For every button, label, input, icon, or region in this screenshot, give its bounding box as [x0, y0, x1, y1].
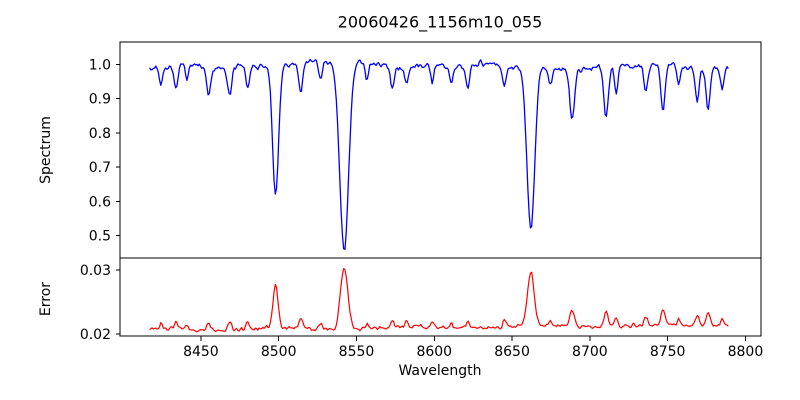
error-y-ticks: 0.03 0.02	[80, 263, 120, 343]
svg-text:8500: 8500	[261, 344, 297, 360]
svg-text:1.0: 1.0	[89, 57, 111, 73]
svg-text:0.7: 0.7	[89, 160, 111, 176]
svg-text:8650: 8650	[494, 344, 530, 360]
svg-text:8700: 8700	[572, 344, 608, 360]
spectrum-panel	[119, 41, 762, 259]
error-panel	[119, 257, 762, 337]
svg-text:0.03: 0.03	[80, 263, 111, 279]
spectrum-line	[149, 58, 729, 250]
error-axis-label: Error	[38, 281, 54, 317]
chart-title: 20060426_1156m10_055	[337, 12, 543, 32]
svg-text:0.6: 0.6	[89, 194, 111, 210]
svg-text:8450: 8450	[183, 344, 219, 360]
svg-text:0.5: 0.5	[89, 229, 111, 245]
wavelength-axis-label: Wavelength	[398, 363, 482, 379]
svg-text:0.9: 0.9	[89, 92, 111, 108]
svg-text:8550: 8550	[339, 344, 375, 360]
svg-text:8800: 8800	[728, 344, 764, 360]
error-line	[149, 268, 729, 333]
x-ticks: 8450 8500 8550 8600 8650 8700 8750 8800	[183, 336, 763, 360]
svg-text:0.02: 0.02	[80, 327, 111, 343]
svg-text:0.8: 0.8	[89, 126, 111, 142]
svg-text:8750: 8750	[650, 344, 686, 360]
spectrum-y-ticks: 1.0 0.9 0.8 0.7 0.6 0.5	[89, 57, 120, 245]
spectrum-axis-label: Spectrum	[38, 116, 54, 184]
svg-text:8600: 8600	[416, 344, 452, 360]
